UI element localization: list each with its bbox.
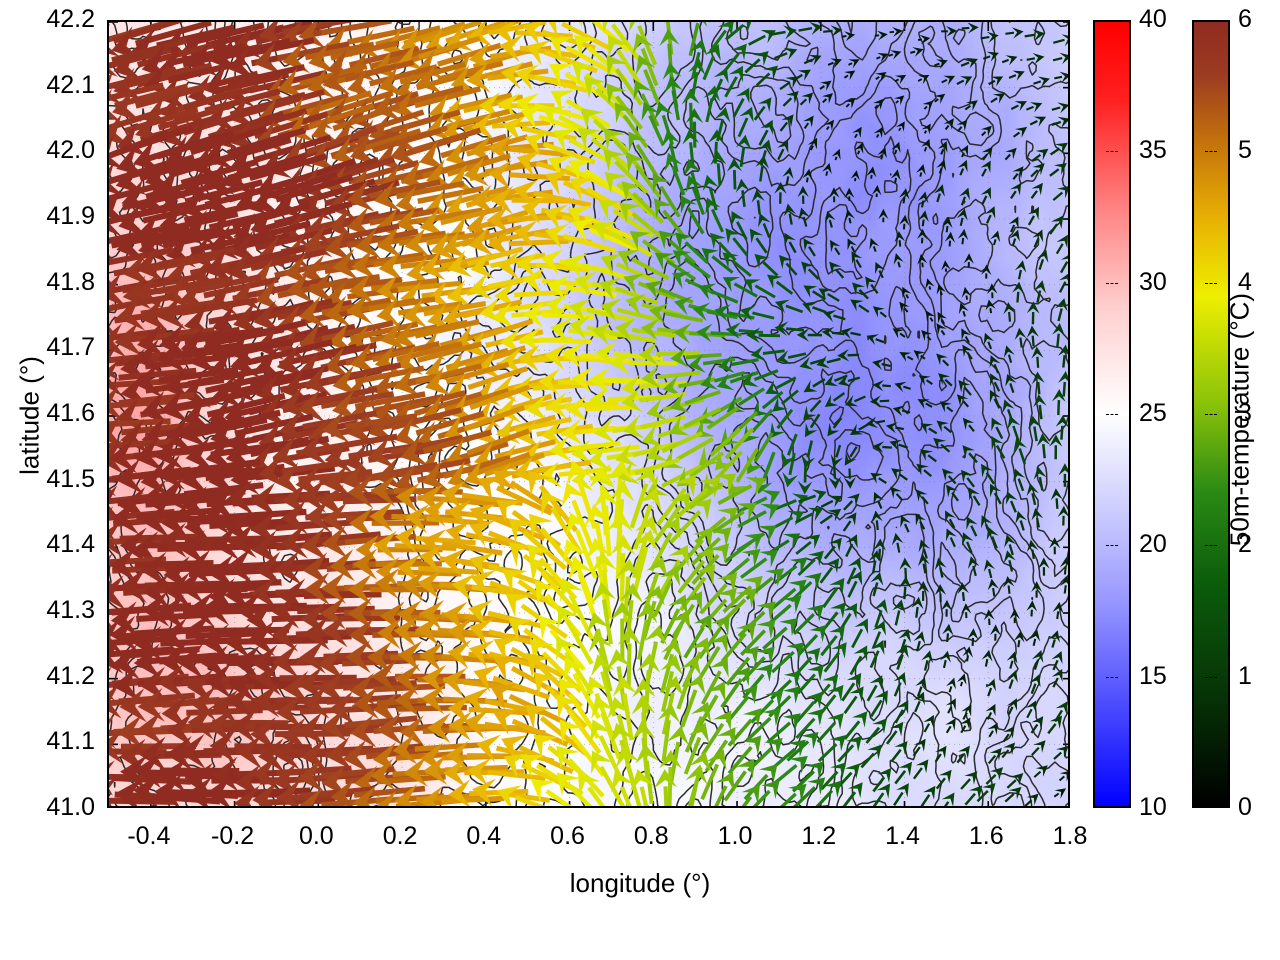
map-plot-panel[interactable] bbox=[107, 20, 1070, 808]
y-tick-label: 41.4 bbox=[46, 530, 95, 559]
colorbar-tick-label: 3 bbox=[1238, 399, 1252, 427]
y-tick-label: 41.0 bbox=[46, 793, 95, 821]
colorbar-tick-label: 10 bbox=[1139, 793, 1167, 821]
colorbar-tick-label: 25 bbox=[1139, 399, 1167, 427]
y-tick-label: 41.7 bbox=[46, 333, 95, 362]
x-tick-label: 0.8 bbox=[633, 822, 669, 850]
y-axis-title: latitude (°) bbox=[14, 356, 45, 475]
y-tick-label: 41.6 bbox=[46, 399, 95, 427]
colorbar-tick-label: 35 bbox=[1139, 136, 1167, 165]
y-tick-label: 41.2 bbox=[46, 661, 95, 690]
colorbar-tick-label: 15 bbox=[1139, 661, 1167, 690]
y-tick-label: 42.1 bbox=[46, 70, 95, 99]
x-tick-label: 1.0 bbox=[717, 822, 753, 850]
colorbar-tick-mark bbox=[1205, 151, 1217, 153]
colorbar-tick-label: 2 bbox=[1238, 530, 1252, 559]
colorbar-tick-mark bbox=[1205, 282, 1217, 284]
x-tick-label: -0.4 bbox=[127, 822, 171, 850]
y-tick-label: 41.5 bbox=[46, 464, 95, 493]
x-tick-label: 1.8 bbox=[1052, 822, 1088, 850]
colorbar-tick-label: 1 bbox=[1238, 661, 1252, 690]
colorbar-tick-mark bbox=[1205, 414, 1217, 415]
colorbar-tick-label: 5 bbox=[1238, 136, 1252, 165]
colorbar-tick-mark bbox=[1205, 676, 1217, 678]
x-tick-label: 0.2 bbox=[382, 822, 418, 850]
vector-and-contour-overlay bbox=[109, 22, 1068, 806]
y-tick-label: 41.9 bbox=[46, 202, 95, 230]
x-tick-label: 1.2 bbox=[801, 822, 837, 850]
y-tick-label: 41.3 bbox=[46, 596, 95, 624]
y-tick-label: 41.8 bbox=[46, 267, 95, 296]
wind-vectors bbox=[109, 22, 1068, 806]
colorbar-tick-label: 0 bbox=[1238, 793, 1252, 821]
y-tick-label: 42.0 bbox=[46, 136, 95, 165]
x-tick-label: 0.6 bbox=[550, 822, 585, 850]
x-tick-label: 0.0 bbox=[298, 822, 334, 850]
colorbar-tick-label: 20 bbox=[1139, 530, 1167, 559]
x-tick-label: 0.4 bbox=[466, 822, 502, 850]
colorbar-tick-label: 40 bbox=[1139, 5, 1167, 33]
x-axis-title: longitude (°) bbox=[569, 868, 711, 898]
y-tick-label: 41.1 bbox=[46, 727, 95, 756]
colorbar-tick-mark bbox=[1106, 414, 1118, 415]
colorbar-tick-mark bbox=[1205, 545, 1217, 547]
colorbar-tick-label: 4 bbox=[1238, 267, 1252, 296]
colorbar-tick-mark bbox=[1106, 282, 1118, 284]
colorbar-tick-label: 30 bbox=[1139, 267, 1167, 296]
y-tick-label: 42.2 bbox=[46, 5, 95, 33]
x-tick-label: -0.2 bbox=[211, 822, 255, 850]
x-tick-label: 1.6 bbox=[968, 822, 1004, 850]
x-tick-label: 1.4 bbox=[885, 822, 920, 850]
colorbar-tick-label: 6 bbox=[1238, 5, 1252, 33]
colorbar-tick-mark bbox=[1106, 676, 1118, 678]
colorbar-tick-mark bbox=[1106, 545, 1118, 547]
colorbar-tick-mark bbox=[1106, 151, 1118, 153]
